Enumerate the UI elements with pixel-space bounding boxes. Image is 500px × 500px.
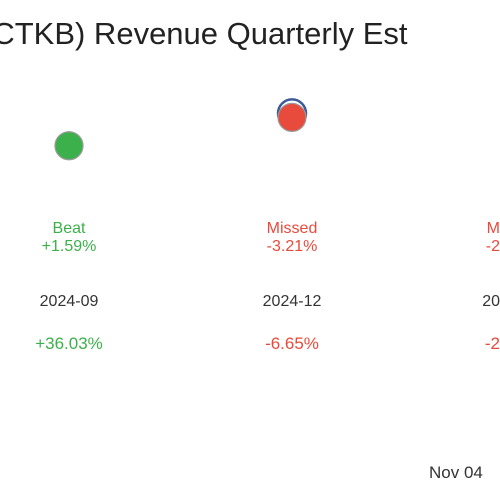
actual-marker bbox=[277, 102, 307, 133]
period-label: 2024-12 bbox=[263, 293, 322, 310]
surprise-label: -2 bbox=[486, 238, 500, 255]
surprise-label: +1.59% bbox=[42, 238, 97, 255]
yoy-label: -6.65% bbox=[265, 334, 319, 353]
status-label: Missed bbox=[267, 220, 318, 237]
period-label: 20 bbox=[482, 293, 500, 310]
chart-title-text: (CTKB) Revenue Quarterly Est bbox=[0, 16, 408, 51]
surprise-label: -3.21% bbox=[267, 238, 318, 255]
yoy-label: -2 bbox=[485, 334, 500, 353]
actual-marker bbox=[54, 131, 84, 161]
status-label: Beat bbox=[53, 220, 86, 237]
period-label: 2024-09 bbox=[40, 293, 99, 310]
yoy-label: +36.03% bbox=[35, 334, 103, 353]
chart-title: (CTKB) Revenue Quarterly Est bbox=[0, 14, 500, 54]
footer-date: Nov 04 bbox=[429, 463, 483, 482]
status-label: M bbox=[487, 220, 500, 237]
